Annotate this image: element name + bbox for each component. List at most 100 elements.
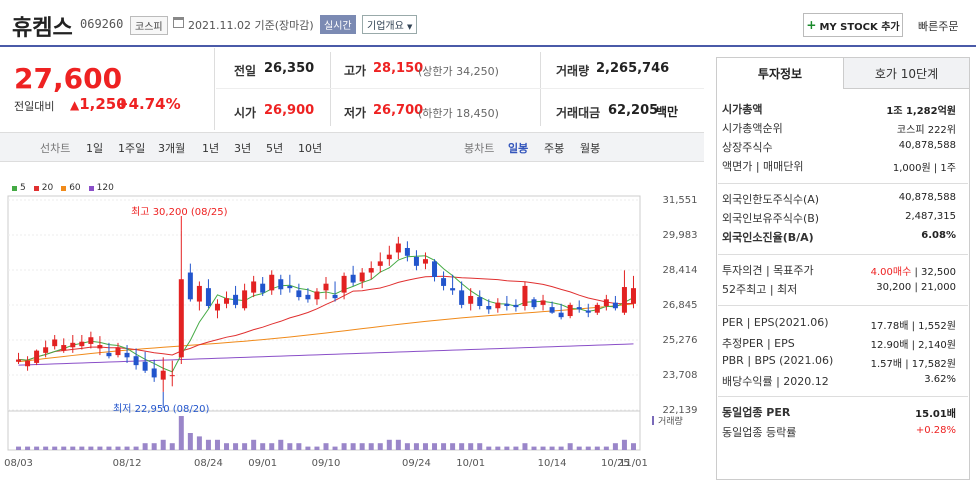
candle-body: [630, 288, 636, 304]
candle-body: [513, 304, 519, 308]
tab-weekly[interactable]: 주봉: [544, 142, 565, 155]
candle-body: [70, 342, 76, 348]
header-divider: [0, 45, 976, 47]
volume-bar: [61, 446, 67, 450]
company-info-dropdown[interactable]: 기업개요 ▼: [362, 15, 418, 34]
candle-body: [115, 347, 121, 356]
candle: [187, 263, 193, 302]
candle: [377, 252, 383, 273]
volume-bar: [34, 446, 40, 450]
legend-item-ma60: 60: [61, 183, 81, 193]
investment-panel: [716, 57, 970, 480]
candle: [16, 352, 22, 365]
candle: [124, 345, 130, 363]
legend-swatch: [88, 185, 94, 191]
candle-body: [576, 307, 582, 310]
volume-label: 거래량: [556, 64, 590, 78]
candle-body: [386, 254, 392, 260]
candle: [350, 265, 356, 286]
candle-body: [296, 290, 302, 298]
panel-label: 외국인한도주식수(A): [722, 193, 820, 206]
candle-body: [603, 299, 609, 307]
panel-value: 30,200 | 21,000: [876, 282, 956, 293]
volume-bar: [323, 443, 329, 450]
panel-label: 시가총액순위: [722, 122, 783, 135]
tab-monthly[interactable]: 월봉: [580, 142, 601, 155]
y-tick-label: 23,708: [663, 370, 698, 381]
panel-label: 액면가 | 매매단위: [722, 160, 804, 173]
tab-10year[interactable]: 10년: [298, 142, 323, 155]
company-name: 휴켐스: [12, 16, 73, 41]
tab-line-chart[interactable]: 선차트: [40, 142, 71, 155]
candle-body: [205, 288, 211, 307]
candle-body: [395, 243, 401, 253]
candle: [585, 303, 591, 318]
mystock-add-button[interactable]: + MY STOCK 추가: [803, 13, 903, 37]
volume-bar: [558, 446, 564, 450]
candle: [278, 274, 284, 295]
panel-value: 4.00매수 | 32,500: [871, 263, 956, 278]
panel-label: 상장주식수: [722, 141, 773, 154]
tab-1week[interactable]: 1주일: [118, 142, 146, 155]
y-tick-label: 28,414: [663, 265, 698, 276]
candle-body: [323, 283, 329, 291]
candle: [558, 303, 564, 320]
quick-order-link[interactable]: 빠른주문: [918, 20, 959, 33]
candle: [332, 281, 338, 302]
candle: [576, 300, 582, 313]
panel-label: 외국인소진율(B/A): [722, 231, 814, 244]
realtime-button[interactable]: 실시간: [320, 15, 356, 34]
tab-5year[interactable]: 5년: [266, 142, 284, 155]
candle: [233, 285, 239, 309]
tab-3year[interactable]: 3년: [234, 142, 252, 155]
candle: [495, 298, 501, 313]
volume-bar: [106, 446, 112, 450]
volume-bar: [531, 446, 537, 450]
candle-body: [350, 274, 356, 283]
y-tick-label: 29,983: [663, 230, 698, 241]
legend-label: 20: [41, 183, 54, 193]
change-percent: +4.74%: [116, 95, 181, 113]
plus-icon: +: [806, 18, 817, 32]
volume-bar: [196, 436, 202, 450]
stock-chart[interactable]: 거래량 31,551 29,983 28,414 26,845 25,276 23,708…: [0, 190, 704, 484]
tab-investment-info[interactable]: 투자정보: [717, 58, 843, 89]
high-label: 고가: [344, 64, 367, 78]
ma120-line: [18, 343, 634, 366]
tab-order-book[interactable]: 호가 10단계: [843, 58, 969, 89]
candle: [151, 359, 157, 382]
candle: [106, 342, 112, 359]
legend-item-ma120: 120: [88, 183, 114, 193]
candle-body: [214, 303, 220, 311]
candle-body: [16, 359, 22, 362]
candle-body: [106, 352, 112, 357]
volume-bar: [25, 446, 31, 450]
volume-bar: [359, 443, 365, 450]
panel-divider: [718, 183, 968, 184]
panel-label: 52주최고 | 최저: [722, 283, 798, 296]
tab-daily[interactable]: 일봉: [508, 142, 529, 155]
candle: [404, 241, 410, 262]
chevron-down-icon: ▼: [407, 23, 413, 31]
tab-3month[interactable]: 3개월: [158, 142, 186, 155]
candle: [214, 299, 220, 319]
candle-body: [260, 283, 266, 293]
volume-bar: [486, 446, 492, 450]
volume-bar: [305, 446, 311, 450]
panel-value: 1.57배 | 17,582원: [870, 359, 956, 370]
x-tick-label: 08/03: [4, 458, 33, 469]
tab-candle-chart[interactable]: 봉차트: [464, 142, 495, 155]
x-tick-label: 10/01: [456, 458, 485, 469]
tab-1day[interactable]: 1일: [86, 142, 104, 155]
volume-bar: [368, 443, 374, 450]
legend-swatch: [61, 185, 67, 191]
candle: [603, 294, 609, 311]
tab-1year[interactable]: 1년: [202, 142, 220, 155]
candle-body: [531, 299, 537, 308]
stat-row-divider: [216, 88, 704, 89]
y-tick-label: 31,551: [663, 195, 698, 206]
candle-body: [251, 281, 257, 293]
panel-value: 1,000원 | 1주: [892, 163, 956, 174]
stock-code: 069260: [80, 17, 124, 31]
candle: [25, 356, 31, 371]
